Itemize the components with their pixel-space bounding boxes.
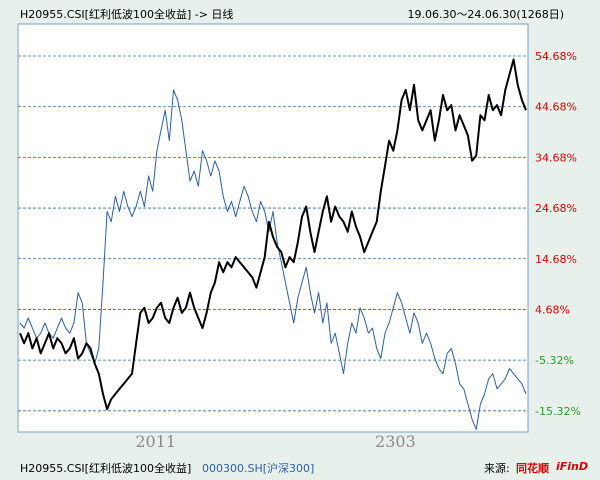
price-chart: 54.68% 44.68% 34.68% 24.68% 14.68% 4.68% -5.32… bbox=[17, 23, 581, 451]
chart-header: H20955.CSI[红利低波100全收益] -> 日线 19.06.30～24… bbox=[0, 0, 600, 24]
legend-primary: H20955.CSI[红利低波100全收益] bbox=[20, 462, 192, 475]
series-line-secondary bbox=[19, 89, 527, 430]
x-tick-label: 2011 bbox=[135, 432, 176, 451]
legend-secondary: 000300.SH[沪深300] bbox=[202, 462, 315, 475]
x-tick-labels: 2011 2303 bbox=[135, 432, 415, 451]
plot-area bbox=[17, 23, 529, 433]
x-tick-label: 2303 bbox=[375, 432, 416, 451]
source-brand: 同花顺 bbox=[516, 462, 549, 475]
chart-footer: H20955.CSI[红利低波100全收益] 000300.SH[沪深300] … bbox=[0, 456, 600, 480]
source-label: 来源: bbox=[484, 462, 510, 475]
y-tick-labels: 54.68% 44.68% 34.68% 24.68% 14.68% 4.68% -5.32… bbox=[535, 50, 581, 418]
y-tick-label: -5.32% bbox=[535, 354, 574, 367]
date-range: 19.06.30～24.06.30(1268日) bbox=[407, 8, 564, 21]
series-lines bbox=[19, 58, 527, 430]
y-tick-label: 4.68% bbox=[535, 303, 570, 316]
y-tick-label: -15.32% bbox=[535, 405, 581, 418]
source-brand-suffix: iFinD bbox=[556, 460, 589, 473]
y-tick-label: 24.68% bbox=[535, 202, 577, 215]
y-tick-label: 54.68% bbox=[535, 50, 577, 63]
chart-title: H20955.CSI[红利低波100全收益] -> 日线 bbox=[20, 8, 234, 21]
y-tick-label: 44.68% bbox=[535, 101, 577, 114]
y-tick-label: 14.68% bbox=[535, 253, 577, 266]
gridlines bbox=[18, 55, 528, 412]
y-tick-label: 34.68% bbox=[535, 151, 577, 164]
series-line-primary bbox=[19, 58, 527, 411]
